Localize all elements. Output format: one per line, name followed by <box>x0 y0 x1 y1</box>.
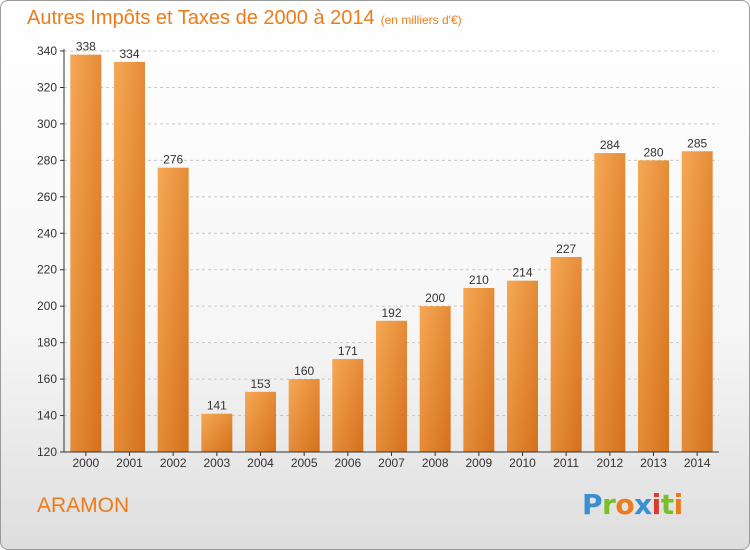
y-tick-label: 120 <box>37 445 57 459</box>
chart-title: Autres Impôts et Taxes de 2000 à 2014 (en… <box>27 7 462 30</box>
x-tick-label: 2006 <box>334 456 361 470</box>
bar <box>376 320 407 452</box>
y-tick-label: 320 <box>37 80 57 94</box>
bar <box>507 280 538 452</box>
y-tick-label: 300 <box>37 117 57 131</box>
x-tick-label: 2008 <box>422 456 449 470</box>
x-tick-label: 2002 <box>160 456 187 470</box>
x-tick-label: 2000 <box>72 456 99 470</box>
chart-title-text: Autres Impôts et Taxes de 2000 à 2014 <box>27 7 375 29</box>
bar <box>594 153 626 452</box>
bar-value-label: 285 <box>687 136 707 150</box>
x-tick-label: 2005 <box>291 456 318 470</box>
bar <box>245 391 276 452</box>
x-tick-label: 2003 <box>203 456 230 470</box>
x-tick-label: 2012 <box>596 456 623 470</box>
bar <box>201 413 233 452</box>
axes <box>60 49 719 456</box>
y-tick-label: 200 <box>37 299 57 313</box>
bar <box>70 54 102 453</box>
x-tick-label: 2004 <box>247 456 274 470</box>
bar-value-label: 153 <box>250 377 270 391</box>
logo-letter: t <box>660 488 674 521</box>
bar-value-label: 192 <box>381 306 401 320</box>
bar <box>157 167 189 452</box>
bar-value-label: 334 <box>119 47 139 61</box>
bars <box>70 54 713 453</box>
bar-value-label: 338 <box>76 40 96 54</box>
logo-letter: x <box>634 488 652 521</box>
commune-name: ARAMON <box>37 494 130 517</box>
x-tick-label: 2009 <box>465 456 492 470</box>
y-tick-label: 240 <box>37 226 57 240</box>
x-tick-label: 2007 <box>378 456 405 470</box>
logo-letter: r <box>602 488 616 521</box>
bar-value-label: 276 <box>163 153 183 167</box>
logo-letter: o <box>615 488 635 521</box>
x-tick-label: 2013 <box>640 456 667 470</box>
y-tick-label: 340 <box>37 44 57 58</box>
bar <box>550 256 582 452</box>
bar-value-label: 280 <box>643 145 663 159</box>
y-tick-label: 260 <box>37 190 57 204</box>
bar-value-label: 200 <box>425 291 445 305</box>
y-tick-label: 160 <box>37 372 57 386</box>
y-tick-label: 280 <box>37 153 57 167</box>
bar <box>114 61 145 452</box>
chart-subtitle: (en milliers d'€) <box>380 13 462 27</box>
bar-value-label: 214 <box>512 266 532 280</box>
bar-value-label: 160 <box>294 364 314 378</box>
logo-letter: P <box>582 488 603 521</box>
bar-value-label: 284 <box>600 138 620 152</box>
x-tick-label: 2001 <box>116 456 143 470</box>
logo-letter: i <box>651 488 662 521</box>
bar <box>463 287 495 452</box>
bar-value-label: 171 <box>338 344 358 358</box>
y-tick-label: 140 <box>37 409 57 423</box>
labels: 120 140 160 180 200 220 240 260 280 300 320 340 338 2… <box>37 40 711 470</box>
bar <box>332 359 364 452</box>
bar-value-label: 141 <box>207 399 227 413</box>
y-tick-label: 220 <box>37 263 57 277</box>
bar-value-label: 227 <box>556 242 576 256</box>
bar-value-label: 210 <box>469 273 489 287</box>
bar <box>419 306 451 452</box>
logo-letter: i <box>673 488 684 521</box>
bar <box>681 151 713 452</box>
y-tick-label: 180 <box>37 336 57 350</box>
bar <box>638 160 669 452</box>
x-tick-label: 2014 <box>684 456 711 470</box>
proxiti-logo: Proxiti <box>582 488 683 521</box>
x-tick-label: 2011 <box>553 456 579 470</box>
bar <box>288 379 320 452</box>
x-tick-label: 2010 <box>509 456 536 470</box>
